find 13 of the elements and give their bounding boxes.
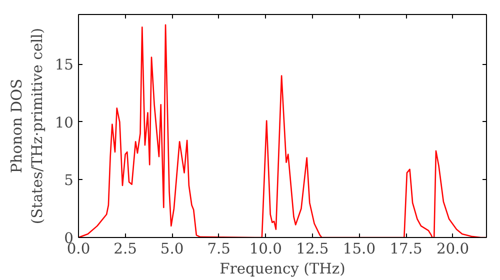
y-axis-title: Phonon DOS (States/THz·primitive cell) xyxy=(8,28,46,224)
x-tick-label: 5.0 xyxy=(160,240,184,258)
x-tick-label: 10.0 xyxy=(249,240,282,258)
x-tick-label: 17.5 xyxy=(390,240,422,258)
y-tick-label: 15 xyxy=(54,56,74,74)
x-axis-title: Frequency (THz) xyxy=(220,260,346,278)
x-tick-label: 2.5 xyxy=(114,240,137,258)
x-tick-label: 7.5 xyxy=(207,240,231,258)
y-tick-label: 10 xyxy=(54,114,74,132)
x-tick-label: 12.5 xyxy=(296,240,329,258)
x-tick-label: 20.0 xyxy=(436,240,470,258)
y-tick-label: 5 xyxy=(64,172,74,190)
x-tick-label: 15.0 xyxy=(342,240,376,258)
